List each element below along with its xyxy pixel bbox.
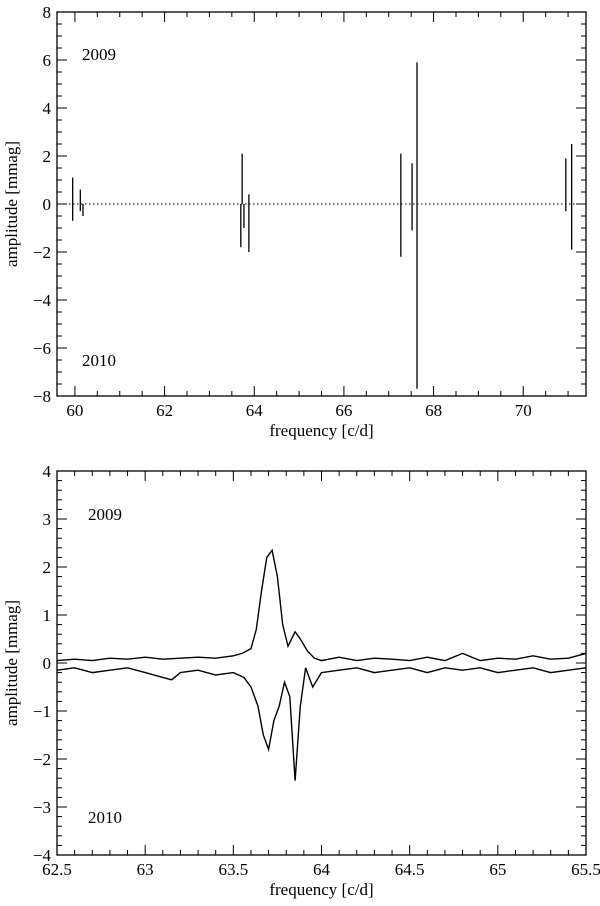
y-tick-label: 3: [43, 510, 52, 529]
x-tick-label: 62.5: [42, 860, 72, 879]
x-tick-label: 63.5: [218, 860, 248, 879]
x-tick-label: 62: [156, 401, 173, 420]
x-tick-label: 66: [335, 401, 352, 420]
plot-frame: [56, 470, 587, 856]
x-tick-label: 65: [489, 860, 506, 879]
y-tick-label: 4: [43, 99, 52, 118]
y-tick-label: 2: [43, 558, 52, 577]
x-tick-label: 68: [425, 401, 442, 420]
y-tick-label: −1: [33, 702, 51, 721]
bottom-chart: 62.5 63 63.5 64 64.5 65 65.5 −4 −3 −2 −1 0 1 2 3 4 frequ…: [2, 462, 600, 899]
x-tick-label: 64: [246, 401, 264, 420]
x-tick-label: 60: [66, 401, 83, 420]
curve-2009: [56, 548, 587, 662]
y-tick-label: −4: [33, 846, 52, 865]
y-tick-label: 8: [43, 3, 52, 22]
year-label-2009: 2009: [88, 505, 122, 524]
y-axis-label: amplitude [mmag]: [2, 141, 21, 267]
year-label-2010: 2010: [88, 808, 122, 827]
y-tick-label: −8: [33, 387, 51, 406]
x-axis-label: frequency [c/d]: [269, 880, 373, 899]
y-tick-label: −4: [33, 291, 52, 310]
y-tick-label: −2: [33, 243, 51, 262]
y-tick-label: 6: [43, 51, 52, 70]
y-tick-label: −2: [33, 750, 51, 769]
x-axis-label: frequency [c/d]: [269, 421, 373, 440]
x-tick-label: 65.5: [571, 860, 600, 879]
x-tick-label: 70: [515, 401, 532, 420]
y-axis-label: amplitude [mmag]: [2, 600, 21, 726]
y-tick-label: 2: [43, 147, 52, 166]
y-tick-label: 0: [43, 654, 52, 673]
x-tick-label: 64: [313, 860, 331, 879]
x-tick-label: 64.5: [395, 860, 425, 879]
year-label-2010: 2010: [82, 351, 116, 370]
y-tick-label: −3: [33, 798, 51, 817]
x-tick-label: 63: [137, 860, 154, 879]
y-tick-label: 0: [43, 195, 52, 214]
curve-2010: [56, 667, 587, 781]
year-label-2009: 2009: [82, 45, 116, 64]
y-tick-label: 1: [43, 606, 52, 625]
y-tick-label: −6: [33, 339, 51, 358]
y-tick-label: 4: [43, 462, 52, 481]
